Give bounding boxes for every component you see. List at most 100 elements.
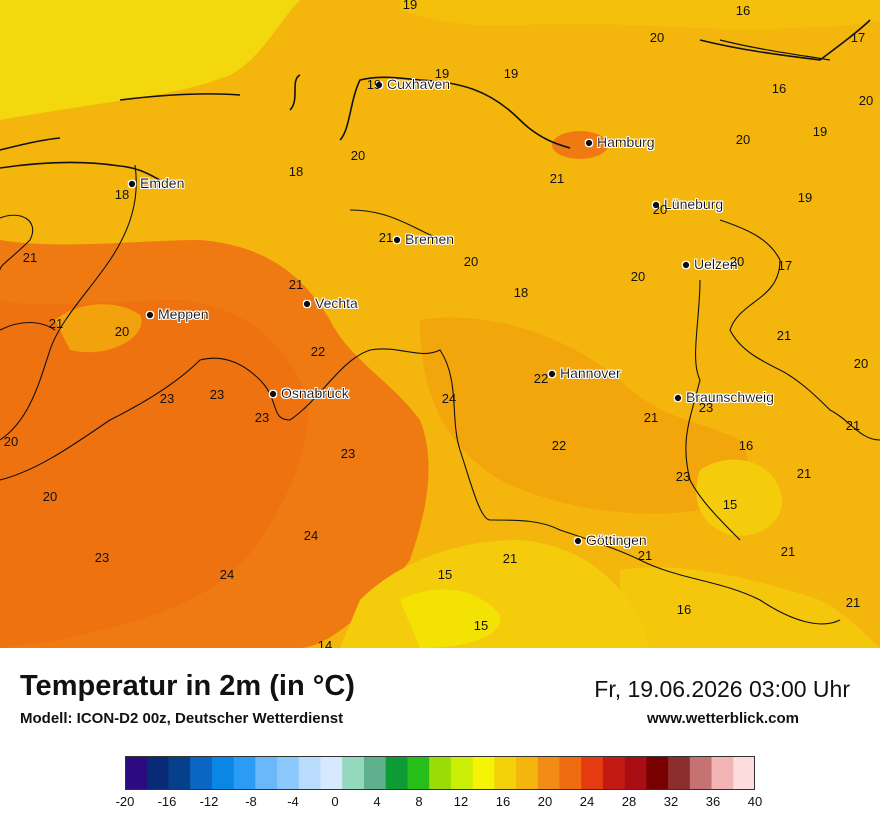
colorbar-swatch [277, 756, 300, 790]
temperature-value: 20 [730, 254, 744, 269]
temperature-value: 23 [160, 391, 174, 406]
city-label: Vechta [315, 295, 358, 311]
city-label: Bremen [405, 231, 454, 247]
city-marker-8 [146, 311, 154, 319]
temperature-value: 21 [797, 466, 811, 481]
temperature-value: 16 [677, 602, 691, 617]
temperature-value: 21 [289, 277, 303, 292]
colorbar-swatch [146, 756, 169, 790]
temperature-value: 19 [367, 77, 381, 92]
city-label: Uelzen [694, 256, 738, 272]
colorbar-tick-label: -4 [287, 794, 299, 809]
colorbar-swatch [624, 756, 647, 790]
colorbar-ticks: -20 -16 -12 -8 -4 0 4 8 12 16 20 24 28 32 36 40 [0, 794, 880, 814]
city-label: Hamburg [597, 134, 655, 150]
city-marker-2 [585, 139, 593, 147]
colorbar-tick-label: -20 [115, 794, 135, 809]
colorbar-border [125, 756, 755, 790]
temperature-value: 20 [854, 356, 868, 371]
colorbar-tick-label: 36 [705, 794, 721, 809]
temperature-value: 21 [379, 230, 393, 245]
temperature-value: 20 [115, 324, 129, 339]
temperature-zone-south-yellow [400, 589, 501, 648]
forecast-datetime: Fr, 19.06.2026 03:00 Uhr [594, 676, 850, 702]
temperature-value: 18 [514, 285, 528, 300]
city-layer: Cuxhaven Hamburg Emden Lüneburg Bremen Uelzen… [128, 76, 774, 548]
colorbar-swatch [689, 756, 713, 790]
colorbar-tick-label: -16 [157, 794, 177, 809]
city-marker-4 [652, 201, 660, 209]
colorbar-tick-label: 40 [747, 794, 763, 809]
temperature-value: 22 [552, 438, 566, 453]
city-marker-12 [574, 537, 582, 545]
colorbar-swatch [168, 756, 191, 790]
city-label: Cuxhaven [387, 76, 450, 92]
border-netherlands [0, 214, 56, 331]
city-label: Osnabrück [281, 385, 350, 401]
city-label: Hannover [560, 365, 621, 381]
colorbar-swatch [342, 756, 365, 790]
colorbar-swatch [602, 756, 626, 790]
temperature-value: 19 [813, 124, 827, 139]
temperature-value: 20 [736, 132, 750, 147]
temperature-value: 18 [289, 164, 303, 179]
temperature-value: 16 [736, 3, 750, 18]
colorbar-swatch [211, 756, 235, 790]
colorbar-swatch [298, 756, 322, 790]
colorbar-swatch [733, 756, 755, 790]
temperature-value: 21 [846, 418, 860, 433]
website-link[interactable]: www.wetterblick.com [647, 710, 799, 727]
colorbar-tick-label: 16 [495, 794, 511, 809]
temperature-value: 21 [550, 171, 564, 186]
temperature-value: 20 [650, 30, 664, 45]
temperature-value: 15 [474, 618, 488, 633]
temperature-value: 20 [43, 489, 57, 504]
colorbar-tick-label: 0 [331, 794, 339, 809]
temperature-value: 23 [210, 387, 224, 402]
temperature-value: 22 [311, 344, 325, 359]
colorbar-swatch [125, 756, 148, 790]
colorbar-swatch [450, 756, 474, 790]
river-weser [349, 209, 451, 241]
map-title: Temperatur in 2m (in °C) [20, 670, 355, 702]
colorbar-tick-label: 12 [453, 794, 469, 809]
colorbar-swatch [472, 756, 495, 790]
temperature-value: 20 [351, 148, 365, 163]
temperature-value: 19 [435, 66, 449, 81]
city-marker-5 [393, 236, 401, 244]
temperature-value: 23 [255, 410, 269, 425]
temperature-zone-meppen-cool [55, 304, 142, 353]
colorbar-swatch [668, 756, 691, 790]
city-marker-3 [128, 180, 136, 188]
colorbar-swatch [320, 756, 343, 790]
city-marker-1 [375, 81, 383, 89]
colorbar-swatch [581, 756, 604, 790]
city-label: Meppen [158, 306, 209, 322]
coastline [0, 19, 871, 181]
city-label: Lüneburg [664, 196, 723, 212]
temperature-value: 23 [95, 550, 109, 565]
temperature-zone-central [420, 317, 748, 514]
colorbar-swatch [385, 756, 408, 790]
colorbar-tick-label: 24 [579, 794, 595, 809]
temperature-value: 24 [220, 567, 234, 582]
temperature-value: 24 [442, 391, 456, 406]
temperature-value: 15 [438, 567, 452, 582]
value-layer: 19 16 20 19 19 19 17 16 20 19 20 18 20 21 19 18 20 21 20 20… [4, 0, 873, 648]
colorbar-tick-label: 4 [373, 794, 381, 809]
city-label: Braunschweig [686, 389, 774, 405]
temperature-value: 20 [653, 202, 667, 217]
temperature-value: 16 [739, 438, 753, 453]
city-marker-10 [269, 390, 277, 398]
temperature-value: 20 [464, 254, 478, 269]
temperature-value: 21 [781, 544, 795, 559]
city-marker-6 [682, 261, 690, 269]
temperature-value: 21 [638, 548, 652, 563]
city-marker-11 [674, 394, 682, 402]
colorbar-swatch [407, 756, 430, 790]
temperature-value: 14 [318, 638, 332, 648]
temperature-value: 17 [778, 258, 792, 273]
colorbar-swatch [537, 756, 560, 790]
colorbar-swatch [711, 756, 734, 790]
temperature-map: Cuxhaven Hamburg Emden Lüneburg Bremen Uelzen… [0, 0, 880, 648]
